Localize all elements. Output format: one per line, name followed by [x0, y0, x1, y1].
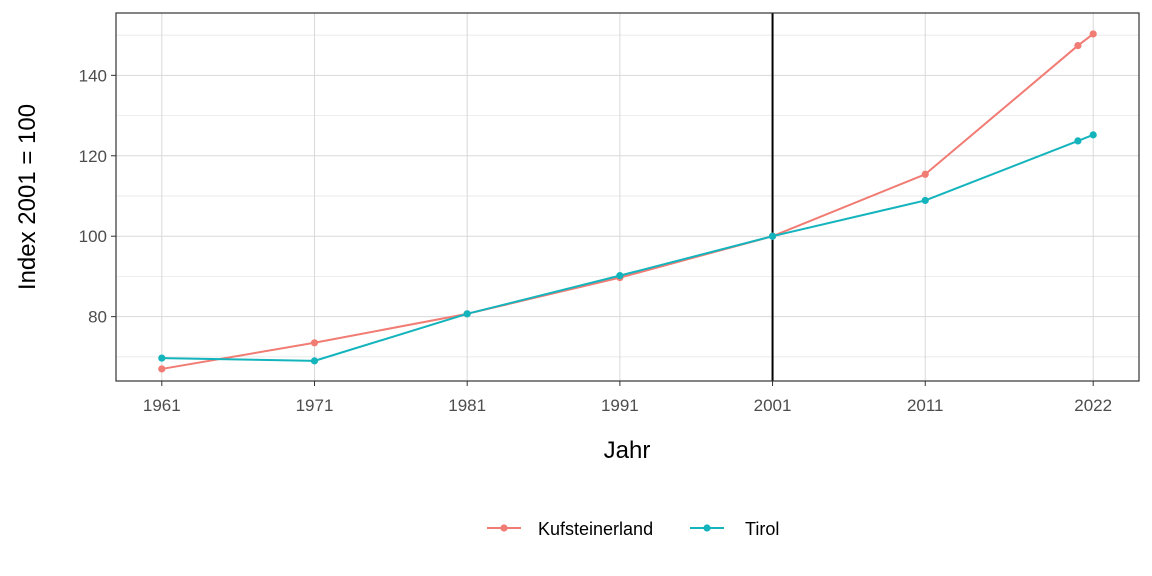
series-line-tirol	[161, 133, 1094, 362]
legend-key-point	[500, 524, 508, 532]
minor-gridlines	[116, 34, 1139, 358]
data-point-tirol	[921, 196, 929, 205]
data-point-tirol	[768, 232, 777, 240]
y-tick-label: 100	[79, 227, 107, 246]
x-tick-label: 2011	[907, 396, 944, 415]
x-axis-title: Jahr	[604, 437, 651, 464]
data-point-kufsteinerland	[1089, 30, 1097, 38]
plot-panel-border	[115, 12, 1140, 382]
data-point-tirol	[1074, 137, 1082, 145]
series-tirol	[158, 131, 1097, 365]
x-tick-label: 1981	[448, 396, 486, 415]
legend: Kufsteinerland Tirol	[487, 519, 779, 539]
major-gridlines	[116, 13, 1139, 381]
x-tick-label: 2022	[1074, 396, 1112, 415]
series-line-kufsteinerland	[161, 33, 1094, 370]
data-point-tirol	[310, 357, 319, 365]
legend-item-tirol: Tirol	[690, 519, 779, 539]
x-tick-label: 1991	[601, 396, 639, 415]
data-point-kufsteinerland	[1074, 41, 1082, 50]
data-point-kufsteinerland	[158, 365, 166, 373]
x-tick-label: 1971	[296, 396, 334, 415]
data-point-tirol	[158, 354, 166, 362]
legend-label: Tirol	[745, 519, 779, 539]
y-tick-label: 80	[88, 308, 107, 327]
y-axis-ticks: 80 100 120 140	[79, 66, 116, 327]
data-point-tirol	[1089, 131, 1097, 139]
series-layer	[158, 30, 1097, 373]
legend-key-point	[703, 524, 711, 532]
data-point-tirol	[616, 272, 624, 280]
legend-item-kufsteinerland: Kufsteinerland	[487, 519, 653, 539]
x-tick-label: 2001	[754, 396, 792, 415]
series-kufsteinerland	[158, 30, 1097, 373]
x-axis-ticks: 1961 1971 1981 1991 2001 2011 2022	[143, 381, 1112, 415]
data-point-tirol	[463, 310, 471, 318]
y-tick-label: 120	[79, 147, 107, 166]
data-point-kufsteinerland	[310, 339, 319, 347]
y-tick-label: 140	[79, 66, 107, 85]
x-tick-label: 1961	[143, 396, 181, 415]
y-axis-title: Index 2001 = 100	[14, 104, 41, 290]
legend-label: Kufsteinerland	[538, 519, 653, 539]
data-point-kufsteinerland	[921, 170, 929, 178]
